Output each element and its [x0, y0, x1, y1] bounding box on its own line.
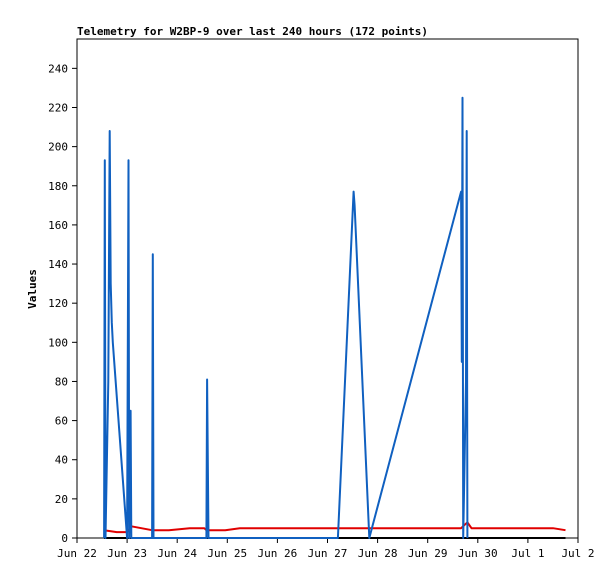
x-tick-label: Jun 22 — [57, 547, 97, 560]
series-layer — [103, 96, 566, 539]
y-tick-label: 40 — [55, 454, 68, 467]
x-tick-label: Jun 23 — [107, 547, 147, 560]
plot-area — [76, 38, 579, 539]
x-tick-label: Jun 24 — [157, 547, 197, 560]
x-tick-label: Jun 29 — [408, 547, 448, 560]
series-line-3 — [103, 96, 469, 539]
x-tick-label: Jun 27 — [308, 547, 348, 560]
y-axis-title: Values — [26, 269, 39, 309]
y-tick-label: 80 — [55, 375, 68, 388]
y-tick-label: 100 — [48, 336, 68, 349]
x-tick-label: Jul 2 — [561, 547, 594, 560]
y-tick-label: 180 — [48, 180, 68, 193]
y-tick-label: 120 — [48, 297, 68, 310]
x-tick-label: Jul 1 — [511, 547, 544, 560]
y-tick-label: 240 — [48, 62, 68, 75]
y-tick-label: 20 — [55, 493, 68, 506]
x-tick-label: Jun 28 — [358, 547, 398, 560]
y-tick-label: 0 — [61, 532, 68, 545]
x-tick-label: Jun 26 — [258, 547, 298, 560]
x-tick-label: Jun 25 — [207, 547, 247, 560]
x-tick-label: Jun 30 — [458, 547, 498, 560]
y-tick-label: 160 — [48, 219, 68, 232]
y-tick-label: 220 — [48, 101, 68, 114]
y-tick-label: 200 — [48, 141, 68, 154]
y-axis: 0 20 40 60 80 100 120 140 160 180 200 220 240 — [48, 62, 77, 545]
chart-title: Telemetry for W2BP-9 over last 240 hours… — [77, 25, 428, 38]
y-tick-label: 60 — [55, 415, 68, 428]
x-axis: Jun 22 Jun 23 Jun 24 Jun 25 Jun 26 Jun 27 Jun … — [57, 538, 595, 560]
y-tick-label: 140 — [48, 258, 68, 271]
